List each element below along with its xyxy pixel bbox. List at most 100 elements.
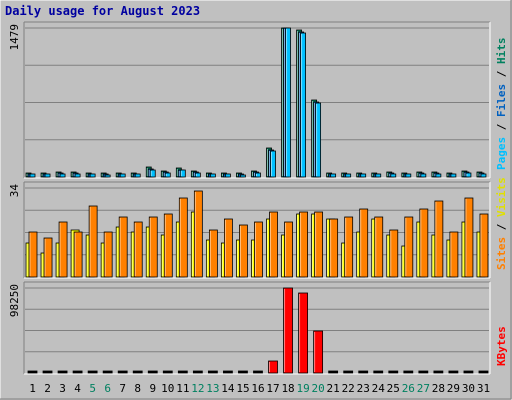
bar-kbytes-day-8 (132, 370, 143, 374)
bar-sites-day-18 (284, 221, 293, 278)
bar-pages-day-13 (209, 173, 216, 178)
bar-pages-day-29 (450, 173, 457, 178)
bar-pages-day-2 (44, 173, 51, 178)
bar-pages-day-1 (29, 173, 36, 178)
bar-kbytes-day-5 (87, 370, 98, 374)
bar-kbytes-day-7 (117, 370, 128, 374)
bar-kbytes-day-30 (463, 370, 474, 374)
day-label-25: 25 (387, 382, 400, 395)
bar-kbytes-day-10 (162, 370, 173, 374)
chart-title: Daily usage for August 2023 (5, 4, 200, 18)
panel-side-legend: Sites / Visits (495, 177, 508, 270)
bar-sites-day-15 (239, 224, 248, 278)
legend-entry: / (495, 217, 508, 237)
bar-pages-day-24 (375, 173, 382, 178)
bar-kbytes-day-23 (358, 370, 369, 374)
bar-pages-day-26 (405, 173, 412, 178)
panel-max-label: 98250 (8, 284, 21, 317)
day-label-1: 1 (29, 382, 36, 395)
day-label-16: 16 (251, 382, 264, 395)
bar-sites-day-7 (118, 216, 128, 278)
bar-sites-day-31 (479, 213, 489, 278)
day-label-6: 6 (104, 382, 111, 395)
legend-entry: Pages (495, 137, 508, 170)
day-label-20: 20 (312, 382, 325, 395)
day-label-5: 5 (89, 382, 96, 395)
bar-sites-day-21 (329, 218, 339, 278)
visits-panel: 34 Sites / Visits (8, 177, 508, 279)
bar-sites-day-23 (359, 208, 369, 278)
panel-max-label: 34 (8, 184, 21, 198)
bar-kbytes-day-12 (192, 370, 203, 374)
bar-sites-day-3 (58, 221, 68, 278)
day-label-19: 19 (296, 382, 309, 395)
day-label-3: 3 (59, 382, 66, 395)
bar-kbytes-day-16 (253, 370, 263, 374)
bar-kbytes-day-20 (313, 330, 324, 374)
bar-sites-day-27 (419, 208, 429, 278)
day-label-27: 27 (417, 382, 430, 395)
bar-pages-day-27 (420, 173, 427, 178)
bar-sites-day-12 (193, 190, 203, 278)
bar-kbytes-day-28 (433, 370, 444, 374)
bar-kbytes-day-14 (223, 370, 233, 374)
bar-kbytes-day-18 (283, 287, 293, 374)
bar-sites-day-29 (449, 231, 459, 278)
bar-sites-day-26 (404, 216, 414, 278)
day-label-22: 22 (342, 382, 355, 395)
day-label-18: 18 (281, 382, 294, 395)
legend-entry: / (495, 117, 508, 137)
bar-sites-day-1 (28, 231, 38, 278)
bar-sites-day-24 (374, 216, 384, 278)
bar-pages-day-22 (345, 173, 352, 178)
bar-kbytes-day-25 (388, 370, 399, 374)
bar-sites-day-14 (224, 218, 233, 278)
day-label-21: 21 (327, 382, 340, 395)
legend-entry: Files (495, 84, 508, 117)
bar-kbytes-day-29 (448, 370, 459, 374)
panel-frame (24, 282, 490, 374)
bar-kbytes-day-22 (343, 370, 354, 374)
day-label-26: 26 (402, 382, 415, 395)
bar-pages-day-11 (179, 169, 186, 178)
day-label-7: 7 (119, 382, 126, 395)
legend-entry: / (495, 64, 508, 84)
x-axis-day-labels: 1 2 3 4 5 6 7 8 9 10 11 12 13 14 15 16 17 18 19 20 21 22 23 24 2… (29, 382, 490, 395)
bar-kbytes-day-11 (177, 370, 188, 374)
bar-pages-day-8 (134, 173, 141, 178)
bar-pages-day-28 (435, 173, 442, 178)
bar-kbytes-day-15 (238, 370, 248, 374)
legend-entry: Visits (495, 177, 508, 217)
day-label-28: 28 (432, 382, 445, 395)
bar-sites-day-25 (389, 229, 399, 278)
day-label-31: 31 (477, 382, 490, 395)
day-label-30: 30 (462, 382, 475, 395)
bar-sites-day-13 (208, 229, 218, 278)
bar-sites-day-9 (148, 216, 158, 278)
bar-pages-day-23 (360, 173, 367, 178)
bar-sites-day-5 (88, 205, 98, 278)
bar-kbytes-day-21 (328, 370, 339, 374)
bar-sites-day-11 (178, 197, 188, 278)
bar-kbytes-day-2 (42, 370, 53, 374)
day-label-4: 4 (74, 382, 81, 395)
bar-pages-day-12 (194, 172, 201, 178)
bar-sites-day-8 (133, 221, 143, 278)
bar-sites-day-22 (344, 216, 354, 278)
bar-pages-day-18 (285, 27, 291, 178)
day-label-2: 2 (44, 382, 51, 395)
day-label-17: 17 (266, 382, 279, 395)
day-label-9: 9 (149, 382, 156, 395)
bar-pages-day-17 (270, 150, 276, 178)
bar-pages-day-5 (89, 173, 96, 178)
bar-kbytes-day-13 (207, 370, 218, 374)
panel-side-legend: KBytes (495, 326, 508, 366)
bar-sites-day-17 (269, 211, 278, 278)
kbytes-panel: 98250 KBytes (8, 281, 508, 375)
bar-sites-day-2 (43, 237, 53, 278)
bar-kbytes-day-1 (27, 370, 38, 374)
day-label-13: 13 (206, 382, 219, 395)
legend-entry: Hits (495, 38, 508, 65)
bar-pages-day-21 (330, 173, 337, 178)
bar-pages-day-19 (300, 32, 306, 178)
